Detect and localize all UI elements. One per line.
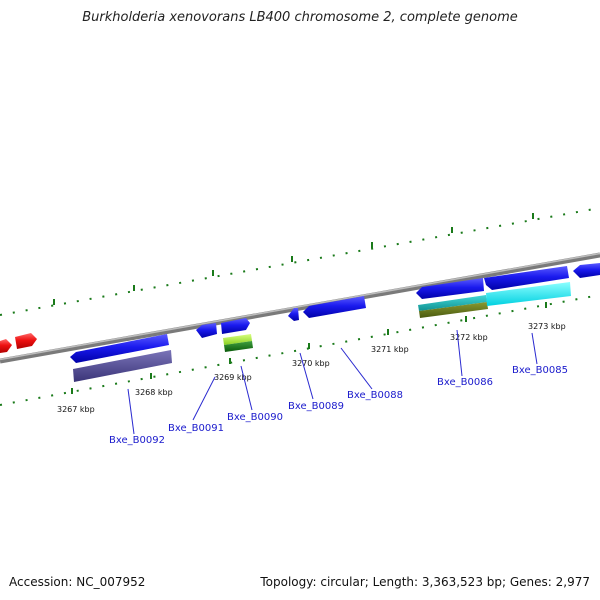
gene-Bxe_B0092[interactable]	[70, 334, 169, 363]
gene-label-Bxe_B0090[interactable]: Bxe_B0090	[227, 412, 283, 423]
gene-leader-lines	[127, 329, 538, 435]
gene-Bxe_B0090[interactable]	[221, 318, 250, 334]
scale-label: 3268 kbp	[135, 388, 173, 397]
scale-label: 3273 kbp	[528, 322, 566, 331]
gene-label-Bxe_B0089[interactable]: Bxe_B0089	[288, 401, 344, 412]
gene-Bxe_B0089[interactable]	[288, 308, 299, 321]
gene-Bxe_B0088[interactable]	[303, 296, 366, 318]
upper-major-ticks	[53, 213, 534, 305]
genome-summary: Topology: circular; Length: 3,363,523 bp…	[260, 575, 590, 589]
scale-label: 3270 kbp	[292, 359, 330, 368]
gene-label-Bxe_B0086[interactable]: Bxe_B0086	[437, 377, 493, 388]
gene-Bxe_B0091[interactable]	[196, 323, 217, 338]
gene-label-Bxe_B0092[interactable]: Bxe_B0092	[109, 435, 165, 446]
scale-label: 3269 kbp	[214, 373, 252, 382]
gene-Bxe_B0085[interactable]	[484, 266, 569, 290]
feature-band-olive	[419, 302, 488, 318]
scale-label: 3267 kbp	[57, 405, 95, 414]
feature-band-darkgreen	[224, 341, 253, 352]
lower-dotted-track	[0, 294, 600, 406]
gene-Bxe_B0086[interactable]	[416, 278, 484, 299]
scale-label: 3272 kbp	[450, 333, 488, 342]
upper-dotted-track	[0, 207, 600, 316]
gene-red-2[interactable]	[15, 333, 37, 349]
feature-band-lime	[223, 334, 252, 345]
feature-band-cyan	[486, 282, 571, 306]
gene-red-1[interactable]	[0, 339, 12, 353]
gene-label-Bxe_B0085[interactable]: Bxe_B0085	[512, 365, 568, 376]
feature-band-purple	[73, 350, 172, 382]
gene-label-Bxe_B0088[interactable]: Bxe_B0088	[347, 390, 403, 401]
feature-band-teal	[418, 295, 487, 311]
gene-label-Bxe_B0091[interactable]: Bxe_B0091	[168, 423, 224, 434]
gene-right-edge[interactable]	[573, 263, 600, 278]
chromosome-backbone	[0, 252, 600, 364]
genome-title: Burkholderia xenovorans LB400 chromosome…	[82, 10, 518, 25]
accession-label: Accession: NC_007952	[9, 575, 146, 589]
lower-major-ticks	[71, 302, 547, 394]
scale-label: 3271 kbp	[371, 345, 409, 354]
